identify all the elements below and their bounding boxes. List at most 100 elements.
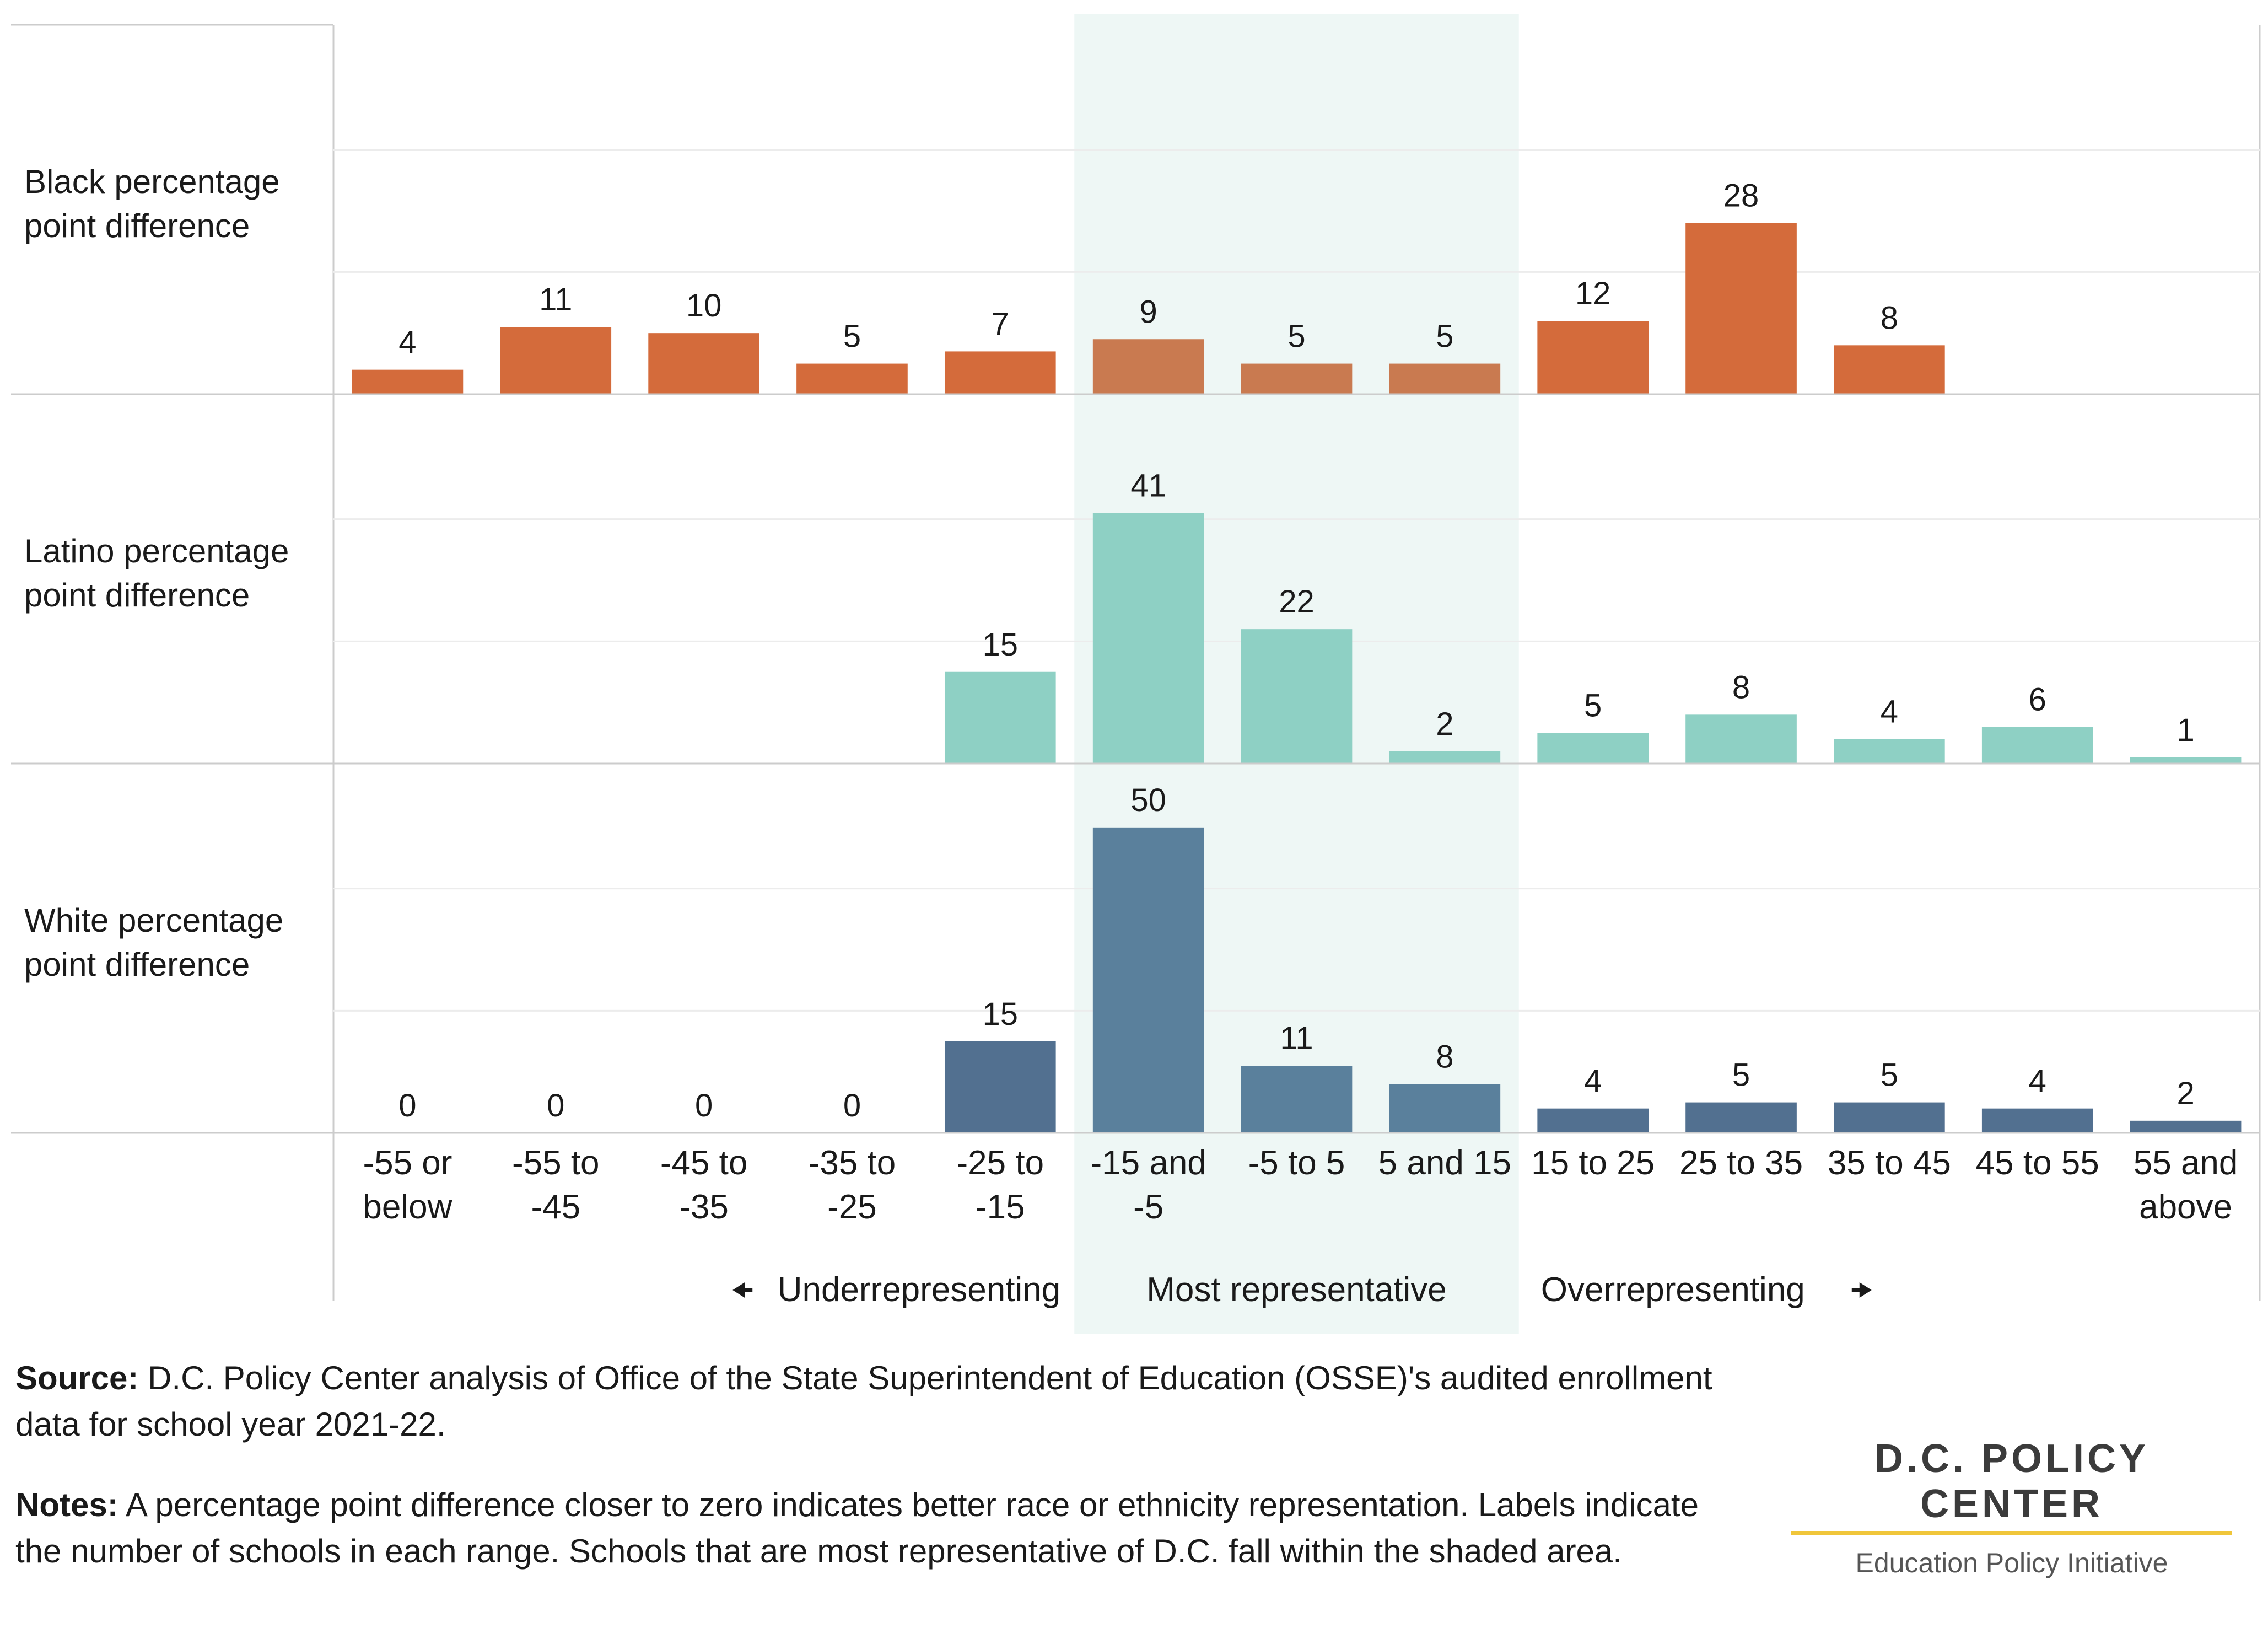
value-label: 7 (992, 306, 1009, 342)
value-label: 1 (2177, 712, 2194, 748)
value-label: 0 (843, 1088, 861, 1124)
bar (1389, 751, 1501, 764)
source-text: D.C. Policy Center analysis of Office of… (15, 1360, 1712, 1443)
category-label: 55 and above (2134, 1144, 2238, 1226)
right-arrow-icon (1851, 1282, 1872, 1298)
category-label: -15 and -5 (1091, 1144, 1206, 1226)
bar (648, 333, 759, 394)
panel-label-line: Latino percentage (24, 533, 289, 569)
value-label: 8 (1881, 300, 1898, 336)
value-label: 8 (1732, 669, 1750, 705)
category-label-line: -15 and (1091, 1144, 1206, 1182)
value-label: 10 (686, 288, 722, 324)
bar (352, 369, 464, 394)
value-label: 15 (983, 627, 1019, 663)
value-label: 5 (1881, 1057, 1898, 1093)
category-label-line: -45 to (660, 1144, 748, 1182)
notes-label: Notes: (15, 1486, 118, 1523)
category-label-line: -35 (679, 1188, 729, 1226)
category-label: -55 or below (363, 1144, 452, 1226)
value-label: 2 (2177, 1076, 2194, 1111)
category-label: 45 to 55 (1976, 1144, 2099, 1182)
bar (1092, 827, 1204, 1133)
category-label-line: 55 and (2134, 1144, 2238, 1182)
value-label: 0 (547, 1088, 564, 1124)
value-label: 2 (1436, 706, 1453, 742)
category-label-line: below (363, 1188, 452, 1226)
value-label: 4 (1881, 694, 1898, 730)
bar (2130, 757, 2242, 764)
category-label-line: 15 to 25 (1531, 1144, 1655, 1182)
category-label-line: 5 and 15 (1378, 1144, 1511, 1182)
panel-label-line: point difference (24, 946, 250, 983)
category-label: 35 to 45 (1828, 1144, 1951, 1182)
value-label: 5 (1287, 319, 1305, 354)
bar (1685, 714, 1797, 764)
category-label: -5 to 5 (1248, 1144, 1345, 1182)
bar (1241, 363, 1353, 394)
value-label: 4 (1584, 1063, 1602, 1099)
category-label: -35 to -25 (809, 1144, 896, 1226)
bar (1834, 1102, 1945, 1133)
bar (1685, 223, 1797, 394)
bar (1685, 1102, 1797, 1133)
bar (1092, 339, 1204, 394)
bar (796, 363, 908, 394)
panel-label-line: Black percentage (24, 163, 280, 200)
value-label: 15 (983, 996, 1019, 1032)
category-label: 5 and 15 (1378, 1144, 1511, 1182)
underrepresenting-label: Underrepresenting (778, 1271, 1061, 1309)
category-label-line: -5 to 5 (1248, 1144, 1345, 1182)
logo-subtitle: Education Policy Initiative (1855, 1548, 2168, 1578)
category-label-line: 45 to 55 (1976, 1144, 2099, 1182)
value-label: 41 (1130, 468, 1166, 504)
panel-label-line: White percentage (24, 902, 283, 939)
category-label-line: -15 (976, 1188, 1025, 1226)
bar (1537, 733, 1649, 764)
panel-label-line: point difference (24, 577, 250, 614)
bar (1834, 345, 1945, 394)
value-label: 28 (1723, 178, 1759, 214)
value-label: 5 (1584, 688, 1602, 724)
bar (1981, 727, 2093, 764)
bar (500, 327, 612, 394)
value-label: 22 (1279, 584, 1315, 620)
category-label-line: 25 to 35 (1679, 1144, 1803, 1182)
category-label: -55 to -45 (512, 1144, 600, 1226)
category-label-line: -55 to (512, 1144, 600, 1182)
source-label: Source: (15, 1360, 139, 1396)
value-label: 4 (398, 325, 416, 361)
most-representative-label: Most representative (1146, 1271, 1446, 1309)
category-label: 25 to 35 (1679, 1144, 1803, 1182)
value-label: 8 (1436, 1039, 1453, 1074)
bar (944, 1041, 1056, 1133)
value-label: 5 (1732, 1057, 1750, 1093)
category-label-line: -25 to (957, 1144, 1044, 1182)
category-label-line: -55 or (363, 1144, 452, 1182)
bar (1537, 1108, 1649, 1133)
overrepresenting-label: Overrepresenting (1541, 1271, 1805, 1309)
value-label: 11 (1280, 1020, 1313, 1056)
category-label-line: -35 to (809, 1144, 896, 1182)
value-label: 5 (1436, 319, 1453, 354)
category-label-line: -25 (827, 1188, 877, 1226)
left-arrow-icon (732, 1282, 753, 1298)
value-label: 6 (2029, 682, 2046, 718)
bar (1981, 1108, 2093, 1133)
bar (1389, 363, 1501, 394)
notes-text: A percentage point difference closer to … (15, 1486, 1699, 1570)
dc-policy-center-logo: D.C. POLICY CENTER Education Policy Init… (1786, 1436, 2238, 1579)
category-label-line: 35 to 45 (1828, 1144, 1951, 1182)
bar (1092, 513, 1204, 764)
panel-label-line: point difference (24, 207, 250, 244)
source-note: Source: D.C. Policy Center analysis of O… (15, 1355, 1713, 1448)
panel-label: Black percentage point difference (24, 163, 280, 244)
logo-rule (1791, 1531, 2232, 1535)
value-label: 4 (2029, 1063, 2046, 1099)
category-label-line: above (2139, 1188, 2232, 1226)
bar (944, 671, 1056, 764)
value-label: 5 (843, 319, 861, 354)
value-label: 50 (1130, 782, 1166, 818)
category-label-line: -45 (531, 1188, 580, 1226)
